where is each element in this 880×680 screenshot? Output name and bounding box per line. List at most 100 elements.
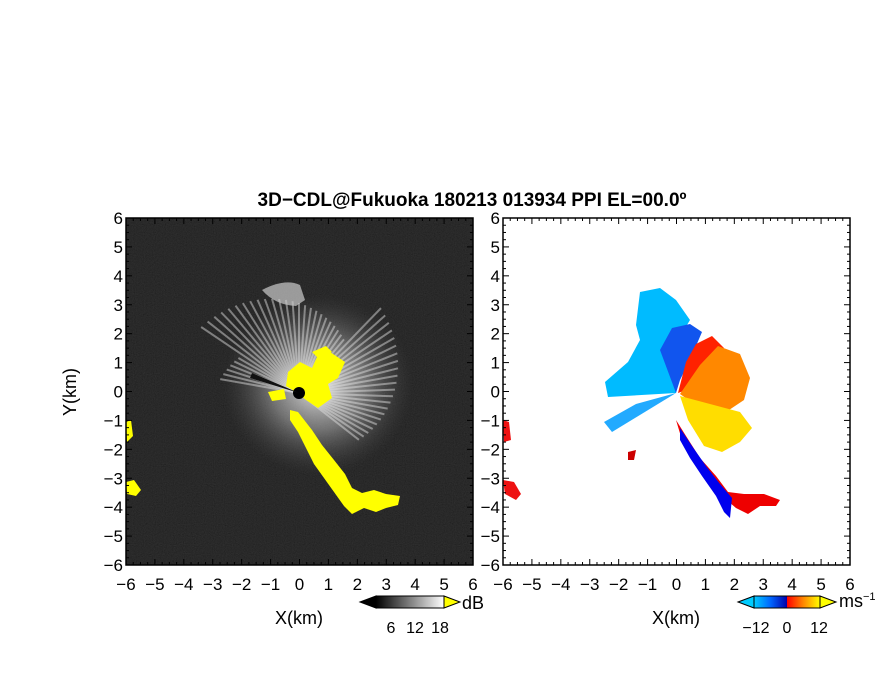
x-tick-label: −1 [638, 575, 657, 594]
db-colorbar-tick: 18 [431, 620, 449, 637]
velocity-orange-region [680, 346, 750, 412]
y-tick-label: 3 [491, 296, 500, 315]
vel-colorbar-bar [753, 595, 821, 609]
db-colorbar-tick: 12 [406, 620, 424, 637]
x-tick-label: −3 [580, 575, 599, 594]
chart-title: 3D−CDL@Fukuoka 180213 013934 PPI EL=00.0… [258, 190, 687, 211]
velocity-small-echo [628, 450, 636, 460]
velocity-left-edge-red [503, 420, 511, 442]
velocity-colorbar: ms−1 −12 0 12 [736, 591, 876, 637]
x-tick-label: −6 [116, 575, 135, 594]
y-tick-label: −5 [104, 527, 123, 546]
vel-colorbar-unit-exponent: −1 [863, 591, 876, 603]
x-tick-label: 0 [295, 575, 304, 594]
x-tick-label: 2 [353, 575, 362, 594]
x-tick-label: 2 [730, 575, 739, 594]
x-tick-label: 3 [759, 575, 768, 594]
echo-ray [200, 326, 300, 394]
velocity-echo [503, 288, 780, 518]
velocity-band-blue [680, 428, 732, 518]
x-tick-label: −3 [203, 575, 222, 594]
y-tick-label: 6 [114, 209, 123, 228]
x-tick-label: 0 [672, 575, 681, 594]
y-tick-label: −6 [481, 556, 500, 575]
x-tick-label: 1 [701, 575, 710, 594]
yellow-left-lower [126, 480, 141, 496]
velocity-yellow-region [680, 396, 752, 452]
x-tick-label: −5 [522, 575, 541, 594]
x-tick-label: −1 [261, 575, 280, 594]
db-colorbar-tick: 6 [387, 620, 396, 637]
echo-ray [233, 360, 300, 394]
y-tick-label: 2 [114, 325, 123, 344]
y-tick-label: −1 [481, 411, 500, 430]
y-tick-label: 4 [491, 267, 500, 286]
y-tick-label: 5 [491, 238, 500, 257]
yellow-northeast [312, 346, 332, 358]
reflectivity-colorbar: dB 6 12 18 [358, 593, 484, 637]
y-tick-label: −3 [104, 469, 123, 488]
echo-upper-plume [262, 282, 305, 306]
y-tick-label: 2 [491, 325, 500, 344]
y-tick-label: −6 [104, 556, 123, 575]
y-tick-label: −5 [481, 527, 500, 546]
x-tick-label: −2 [609, 575, 628, 594]
vel-colorbar-tick: 12 [810, 620, 828, 637]
db-colorbar-arrow-right [443, 595, 462, 609]
echo-ray [223, 373, 300, 394]
y-tick-label: 5 [114, 238, 123, 257]
x-tick-label: 6 [468, 575, 477, 594]
x-tick-label: 1 [324, 575, 333, 594]
vel-colorbar-unit: ms−1 [839, 591, 876, 611]
reflectivity-echo [126, 282, 413, 514]
y-tick-label: −1 [104, 411, 123, 430]
x-tick-label: −4 [174, 575, 193, 594]
velocity-left-lower-red [503, 480, 521, 500]
x-tick-label: −5 [145, 575, 164, 594]
yellow-band [290, 410, 400, 514]
echo-ray [213, 315, 300, 394]
vel-colorbar-arrow-left [736, 595, 755, 609]
x-tick-label: 5 [439, 575, 448, 594]
y-tick-label: 1 [114, 354, 123, 373]
x-tick-label: 5 [816, 575, 825, 594]
x-tick-label: −6 [493, 575, 512, 594]
y-tick-label: 4 [114, 267, 123, 286]
y-tick-label: 1 [491, 354, 500, 373]
radar-blind-wedge [250, 373, 299, 393]
y-tick-label: −2 [481, 440, 500, 459]
echo-ray [206, 320, 300, 394]
y-tick-label: 0 [114, 383, 123, 402]
vel-colorbar-tick: 0 [783, 620, 792, 637]
reflectivity-xlabel: X(km) [275, 608, 323, 628]
echo-ray [220, 378, 300, 394]
velocity-cyan-lower [604, 393, 676, 432]
db-colorbar-unit: dB [462, 593, 484, 613]
velocity-blue-region [660, 324, 702, 393]
velocity-plot-background [503, 218, 850, 565]
y-tick-label: −4 [104, 498, 123, 517]
x-tick-label: 6 [845, 575, 854, 594]
y-tick-label: 0 [491, 383, 500, 402]
vel-colorbar-arrow-right [819, 595, 838, 609]
echo-ray [220, 311, 300, 394]
x-tick-label: 4 [410, 575, 419, 594]
y-tick-label: −4 [481, 498, 500, 517]
y-tick-label: −3 [481, 469, 500, 488]
x-tick-label: 3 [382, 575, 391, 594]
y-tick-label: 3 [114, 296, 123, 315]
yellow-west [268, 389, 286, 401]
x-tick-label: −4 [551, 575, 570, 594]
velocity-xlabel: X(km) [652, 608, 700, 628]
yellow-left-edge [126, 420, 133, 442]
reflectivity-ylabel: Y(km) [60, 368, 80, 416]
x-tick-label: −2 [232, 575, 251, 594]
db-colorbar-arrow-left [358, 595, 377, 609]
vel-colorbar-tick: −12 [742, 620, 769, 637]
x-tick-label: 4 [787, 575, 796, 594]
